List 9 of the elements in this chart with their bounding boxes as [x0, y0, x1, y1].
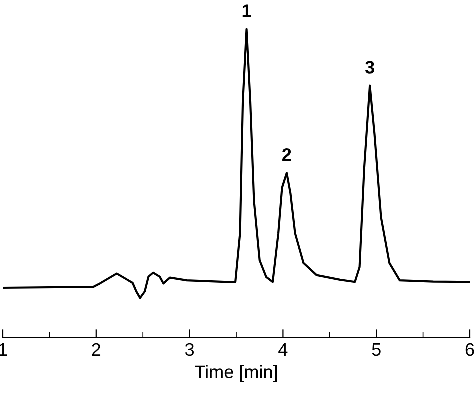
x-tick-label: 2	[92, 343, 101, 356]
x-tick-label: 4	[278, 344, 288, 356]
annotation: 3	[365, 61, 374, 74]
x-tick-label: 5	[372, 344, 381, 356]
x-axis-title: Time [min]	[195, 365, 278, 382]
x-tick-label: 6	[466, 343, 474, 356]
annotation: 1	[242, 4, 252, 18]
annotation: 2	[282, 148, 292, 162]
x-tick-label: 3	[185, 343, 194, 356]
